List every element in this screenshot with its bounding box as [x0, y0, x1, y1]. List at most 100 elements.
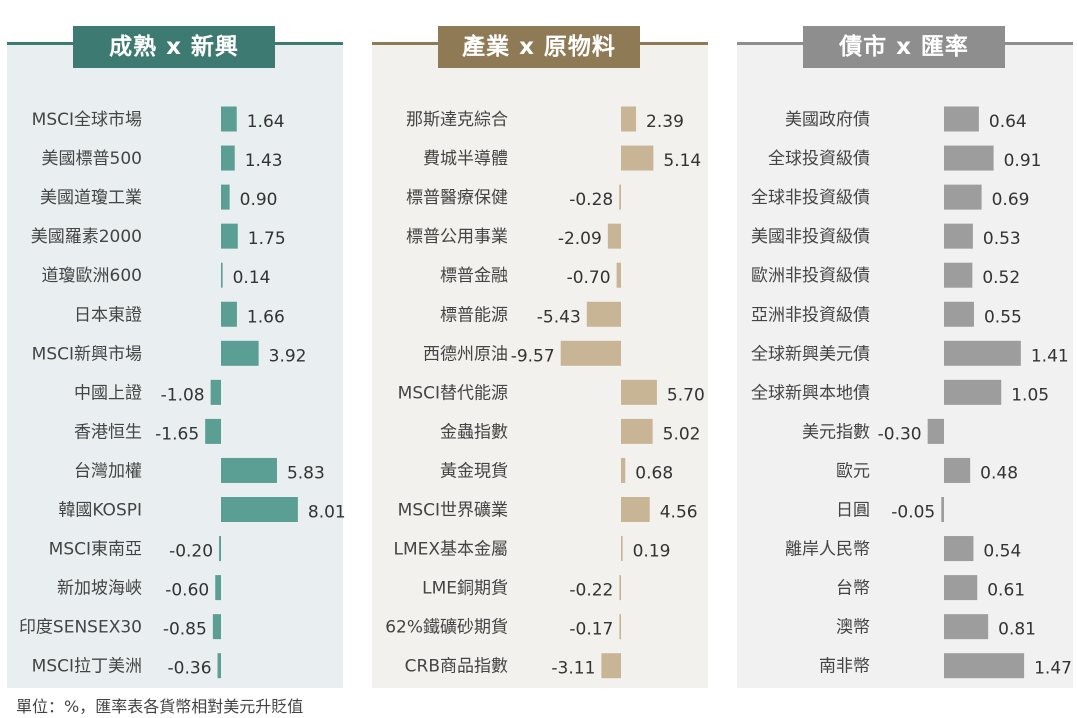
value-label: -0.60	[165, 581, 209, 601]
value-label: 2.39	[646, 112, 684, 132]
value-label: 1.66	[247, 307, 285, 327]
bar	[621, 418, 653, 444]
bar	[221, 497, 298, 522]
bar	[616, 262, 621, 288]
value-label: 5.02	[663, 424, 701, 444]
value-label: 1.64	[247, 112, 285, 132]
value-label: 3.92	[269, 346, 307, 366]
category-label: 離岸人民幣	[785, 540, 870, 560]
value-label: 0.69	[992, 190, 1030, 210]
bar	[601, 653, 621, 679]
value-label: 0.52	[982, 268, 1020, 288]
value-label: -0.36	[168, 659, 212, 679]
value-label: 1.75	[248, 229, 286, 249]
category-label: 中國上證	[74, 383, 142, 403]
category-label: 全球新興美元債	[751, 344, 870, 364]
bar	[619, 184, 621, 210]
category-label: 美國非投資級債	[751, 227, 870, 247]
value-label: -0.22	[569, 581, 613, 601]
value-label: -0.05	[891, 503, 935, 523]
panel-bond-fx-bg	[737, 44, 1073, 688]
category-label: 澳幣	[836, 618, 870, 638]
bar	[619, 614, 621, 640]
value-label: 8.01	[308, 503, 346, 523]
bar	[619, 575, 621, 601]
bar	[944, 301, 974, 327]
category-label: 金蟲指數	[440, 422, 508, 442]
value-label: -0.28	[569, 190, 613, 210]
bar	[221, 223, 238, 249]
value-label: -5.43	[537, 307, 581, 327]
bar	[221, 262, 223, 288]
bar	[941, 497, 944, 522]
bar	[944, 536, 974, 562]
category-label: 西德州原油	[423, 344, 508, 364]
bar	[944, 184, 982, 210]
bar	[205, 418, 221, 444]
value-label: 0.90	[240, 190, 278, 210]
category-label: 美國政府債	[785, 110, 870, 130]
bar	[944, 379, 1002, 405]
value-label: -1.65	[155, 424, 199, 444]
value-label: 0.55	[984, 307, 1022, 327]
value-label: 0.19	[633, 542, 671, 562]
bar	[944, 145, 994, 171]
category-label: 62%鐵礦砂期貨	[385, 618, 508, 638]
category-label: 韓國KOSPI	[58, 501, 142, 521]
category-label: 道瓊歐洲600	[42, 266, 142, 286]
bar	[221, 301, 237, 327]
value-label: -0.30	[878, 424, 922, 444]
category-label: 歐洲非投資級債	[751, 266, 870, 286]
bar	[215, 575, 221, 601]
category-label: 那斯達克綜合	[406, 110, 508, 130]
bar	[221, 145, 235, 171]
panel-mature-emerging-title: 成熟 x 新興	[73, 26, 275, 68]
bar	[927, 418, 944, 444]
category-label: 日圓	[836, 501, 870, 521]
bar	[219, 536, 221, 562]
category-label: 歐元	[836, 461, 870, 481]
bar	[221, 184, 230, 210]
value-label: 0.14	[233, 268, 271, 288]
value-label: -2.09	[558, 229, 602, 249]
category-label: 全球新興本地債	[751, 383, 870, 403]
panel-industry-commodity-title: 產業 x 原物料	[438, 26, 640, 68]
value-label: 0.53	[983, 229, 1021, 249]
bar	[944, 106, 979, 132]
bar	[944, 223, 973, 249]
bar	[944, 653, 1025, 679]
bar	[944, 262, 973, 288]
category-label: 日本東證	[74, 305, 142, 325]
bar	[607, 223, 621, 249]
category-label: 全球非投資級債	[751, 188, 870, 208]
category-label: 南非幣	[819, 657, 870, 677]
value-label: 5.70	[667, 385, 705, 405]
value-label: 0.54	[983, 542, 1021, 562]
bar	[621, 497, 650, 522]
category-label: 黃金現貨	[440, 461, 508, 481]
bar	[221, 106, 237, 132]
category-label: 標普能源	[440, 305, 508, 325]
panel-bond-fx-title: 債市 x 匯率	[803, 26, 1005, 68]
bar	[621, 457, 626, 483]
category-label: LME銅期貨	[422, 579, 508, 599]
category-label: CRB商品指數	[405, 657, 508, 677]
value-label: -1.08	[161, 385, 205, 405]
bar	[210, 379, 221, 405]
category-label: 全球投資級債	[768, 149, 870, 169]
bar	[944, 614, 989, 640]
category-label: 印度SENSEX30	[19, 618, 142, 638]
category-label: 美國標普500	[42, 149, 142, 169]
bar	[221, 340, 259, 366]
category-label: MSCI新興市場	[32, 344, 142, 364]
value-label: 5.14	[663, 151, 701, 171]
bar	[621, 379, 657, 405]
category-label: 新加坡海峽	[57, 579, 142, 599]
category-label: 標普醫療保健	[406, 188, 508, 208]
value-label: 1.05	[1011, 385, 1049, 405]
value-label: 5.83	[287, 463, 325, 483]
bar	[212, 614, 221, 640]
category-label: 美國羅素2000	[31, 227, 142, 247]
